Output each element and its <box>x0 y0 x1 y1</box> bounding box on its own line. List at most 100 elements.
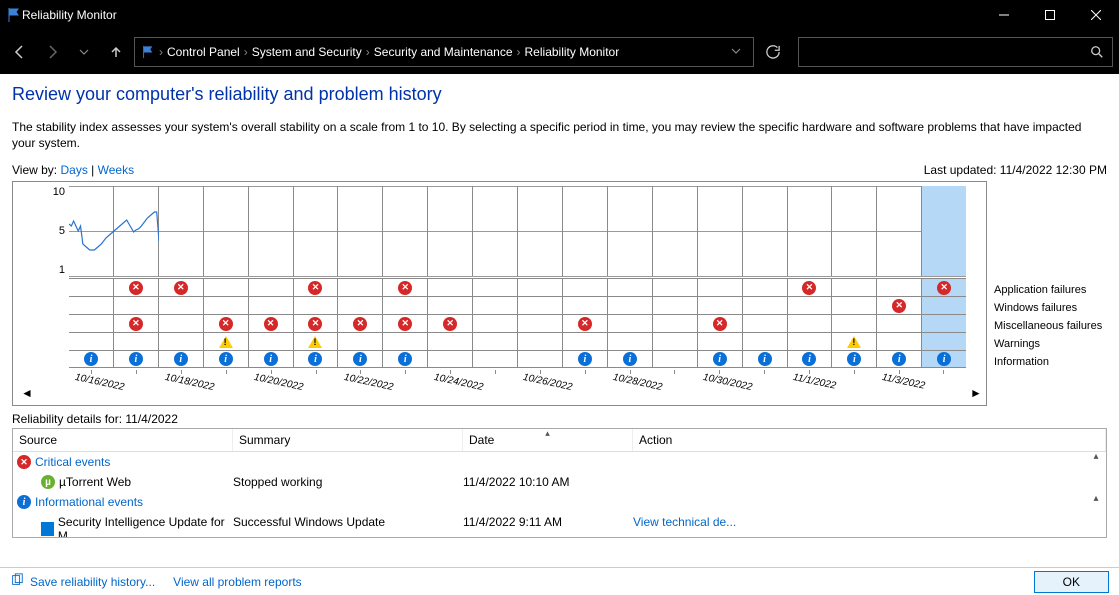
maximize-button[interactable] <box>1027 0 1073 30</box>
chart-column[interactable] <box>337 186 382 276</box>
event-cell[interactable] <box>427 333 472 350</box>
event-cell[interactable] <box>248 333 293 350</box>
chart-column[interactable] <box>697 186 742 276</box>
event-cell[interactable] <box>472 351 517 367</box>
event-cell[interactable] <box>921 279 966 296</box>
chart-column[interactable] <box>742 186 787 276</box>
event-cell[interactable] <box>203 297 248 314</box>
breadcrumb[interactable]: System and Security <box>252 45 362 59</box>
view-days-link[interactable]: Days <box>60 163 87 177</box>
refresh-button[interactable] <box>758 45 788 59</box>
event-cell[interactable] <box>742 297 787 314</box>
event-cell[interactable] <box>742 279 787 296</box>
event-cell[interactable] <box>158 279 203 296</box>
event-cell[interactable] <box>69 279 113 296</box>
event-cell[interactable] <box>203 351 248 367</box>
event-cell[interactable] <box>248 297 293 314</box>
event-cell[interactable] <box>382 297 427 314</box>
event-cell[interactable] <box>69 315 113 332</box>
save-history-link[interactable]: Save reliability history... <box>30 575 155 589</box>
event-cell[interactable] <box>607 351 652 367</box>
col-date[interactable]: ▴Date <box>463 429 633 451</box>
event-cell[interactable] <box>293 333 338 350</box>
chart-column[interactable] <box>607 186 652 276</box>
event-cell[interactable] <box>921 297 966 314</box>
event-cell[interactable] <box>203 333 248 350</box>
nav-history-button[interactable] <box>70 38 98 66</box>
event-cell[interactable] <box>607 315 652 332</box>
minimize-button[interactable] <box>981 0 1027 30</box>
scroll-up-icon[interactable]: ▴ <box>1088 451 1104 462</box>
nav-up-button[interactable] <box>102 38 130 66</box>
event-cell[interactable] <box>427 315 472 332</box>
event-cell[interactable] <box>427 297 472 314</box>
details-group-header[interactable]: Critical events <box>13 452 1106 472</box>
details-row[interactable]: µTorrent WebStopped working11/4/2022 10:… <box>13 472 1106 492</box>
nav-back-button[interactable] <box>6 38 34 66</box>
event-cell[interactable] <box>652 351 697 367</box>
chart-column[interactable] <box>517 186 562 276</box>
chart-column[interactable] <box>203 186 248 276</box>
chart-column[interactable] <box>562 186 607 276</box>
event-cell[interactable] <box>562 351 607 367</box>
chart-column[interactable] <box>787 186 832 276</box>
event-cell[interactable] <box>337 279 382 296</box>
chart-column[interactable] <box>427 186 472 276</box>
event-cell[interactable] <box>921 333 966 350</box>
event-cell[interactable] <box>652 279 697 296</box>
event-cell[interactable] <box>472 333 517 350</box>
event-cell[interactable] <box>876 297 921 314</box>
event-cell[interactable] <box>607 297 652 314</box>
event-cell[interactable] <box>158 351 203 367</box>
ok-button[interactable]: OK <box>1034 571 1109 593</box>
event-cell[interactable] <box>337 351 382 367</box>
chart-column[interactable] <box>921 186 966 276</box>
nav-forward-button[interactable] <box>38 38 66 66</box>
search-box[interactable] <box>798 37 1113 67</box>
event-cell[interactable] <box>607 333 652 350</box>
action-link[interactable]: View technical de... <box>633 515 736 529</box>
breadcrumb[interactable]: Reliability Monitor <box>525 45 620 59</box>
event-cell[interactable] <box>382 351 427 367</box>
event-cell[interactable] <box>113 279 158 296</box>
event-cell[interactable] <box>337 297 382 314</box>
col-summary[interactable]: Summary <box>233 429 463 451</box>
event-cell[interactable] <box>472 315 517 332</box>
event-cell[interactable] <box>697 315 742 332</box>
chart-next-button[interactable]: ► <box>967 381 985 405</box>
event-cell[interactable] <box>113 297 158 314</box>
event-cell[interactable] <box>787 297 832 314</box>
event-cell[interactable] <box>113 333 158 350</box>
event-cell[interactable] <box>831 315 876 332</box>
event-cell[interactable] <box>787 333 832 350</box>
scroll-up-icon[interactable]: ▴ <box>1088 493 1104 504</box>
event-cell[interactable] <box>742 333 787 350</box>
event-cell[interactable] <box>921 351 966 367</box>
event-cell[interactable] <box>293 279 338 296</box>
chart-column[interactable] <box>158 186 203 276</box>
event-cell[interactable] <box>158 297 203 314</box>
breadcrumb[interactable]: Control Panel <box>167 45 240 59</box>
event-cell[interactable] <box>293 351 338 367</box>
event-cell[interactable] <box>472 297 517 314</box>
event-cell[interactable] <box>697 333 742 350</box>
event-cell[interactable] <box>562 279 607 296</box>
chart-column[interactable] <box>876 186 921 276</box>
event-cell[interactable] <box>69 351 113 367</box>
view-weeks-link[interactable]: Weeks <box>98 163 134 177</box>
event-cell[interactable] <box>876 333 921 350</box>
event-cell[interactable] <box>382 333 427 350</box>
address-bar[interactable]: › Control Panel › System and Security › … <box>134 37 754 67</box>
event-cell[interactable] <box>248 315 293 332</box>
event-cell[interactable] <box>427 279 472 296</box>
event-cell[interactable] <box>876 351 921 367</box>
event-cell[interactable] <box>652 333 697 350</box>
event-cell[interactable] <box>517 297 562 314</box>
event-cell[interactable] <box>697 297 742 314</box>
event-cell[interactable] <box>382 279 427 296</box>
chart-column[interactable] <box>652 186 697 276</box>
event-cell[interactable] <box>337 333 382 350</box>
chart-column[interactable] <box>69 186 113 276</box>
details-group-header[interactable]: Informational events <box>13 492 1106 512</box>
event-cell[interactable] <box>562 333 607 350</box>
